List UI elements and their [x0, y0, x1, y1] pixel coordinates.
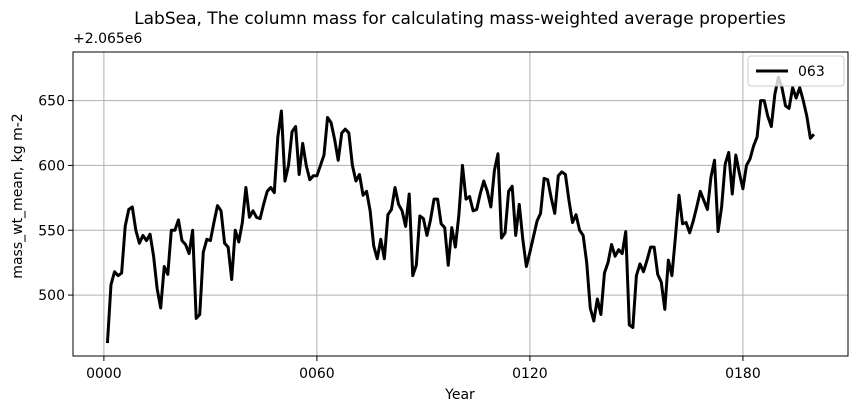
legend-label: 063 [798, 64, 825, 80]
x-tick-label: 0120 [512, 366, 548, 382]
x-tick-label: 0180 [725, 366, 761, 382]
legend-box [747, 55, 845, 87]
y-tick-label: 650 [38, 94, 65, 110]
offset-label: +2.065e6 [73, 31, 142, 47]
x-tick-label: 0000 [86, 366, 122, 382]
data-line [105, 75, 816, 344]
y-tick-label: 600 [38, 158, 65, 174]
y-tick-label: 500 [38, 288, 65, 304]
y-tick-label: 550 [38, 223, 65, 239]
x-axis-label: Year [444, 387, 475, 403]
x-tick-label: 0060 [299, 366, 335, 382]
plot-frame [72, 51, 849, 357]
y-axis-label: mass_wt_mean, kg m-2 [10, 113, 26, 278]
chart-title: LabSea, The column mass for calculating … [134, 9, 786, 29]
